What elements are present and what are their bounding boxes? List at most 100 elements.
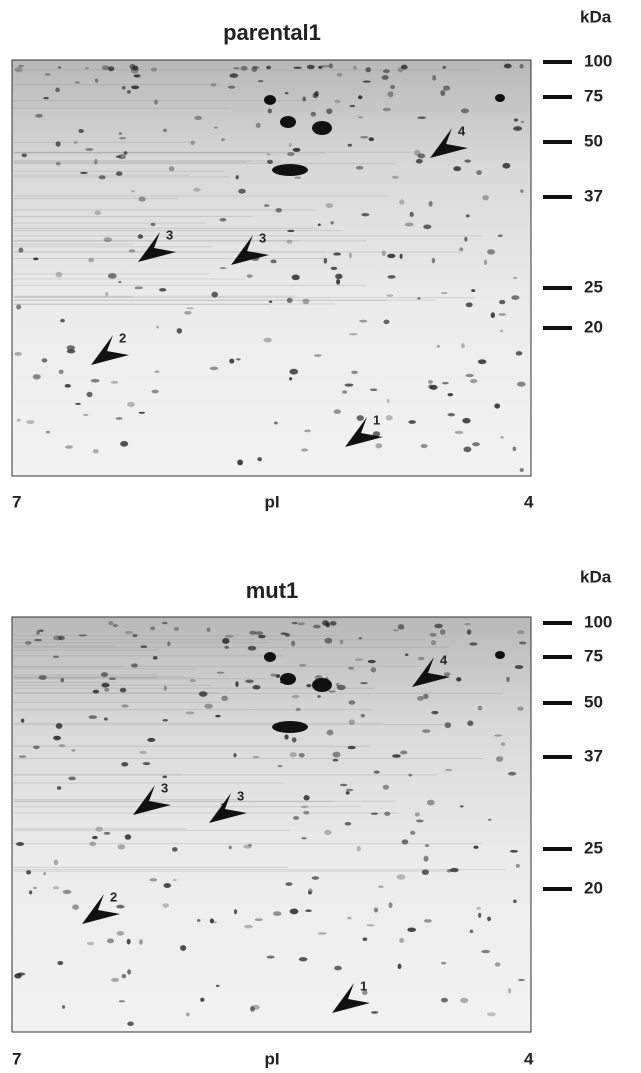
spot [101, 65, 110, 71]
spot [344, 383, 354, 387]
spot [293, 66, 302, 69]
spot [18, 247, 24, 253]
spot [410, 830, 416, 835]
spot [465, 373, 474, 378]
spot [142, 762, 151, 766]
spot [140, 645, 148, 649]
spot [335, 273, 343, 280]
spot [107, 273, 117, 279]
spot [41, 358, 48, 363]
spot [150, 626, 156, 631]
spot [306, 683, 312, 688]
spot [222, 637, 230, 644]
spot [35, 113, 44, 118]
spot [301, 837, 307, 840]
spot [336, 684, 346, 691]
spot [139, 750, 147, 754]
spot [119, 137, 127, 140]
arrow-label: 1 [360, 978, 367, 993]
spot [266, 65, 272, 70]
spot [71, 749, 76, 752]
spot [362, 990, 368, 996]
spot [45, 430, 51, 434]
spot [298, 752, 305, 758]
spot [308, 891, 312, 895]
spot [272, 721, 308, 733]
spot [55, 271, 63, 278]
marker-label: 75 [584, 646, 603, 665]
arrow-label: 4 [458, 123, 466, 138]
spot [118, 132, 122, 135]
panel-title: mut1 [246, 578, 299, 603]
spot [472, 442, 480, 447]
spot [409, 211, 414, 217]
spot [112, 624, 118, 628]
spot [323, 829, 332, 836]
spot [200, 997, 205, 1002]
spot [176, 328, 183, 334]
spot [460, 108, 470, 114]
spot [215, 714, 221, 718]
spot [293, 816, 300, 820]
spot [447, 392, 454, 397]
spot [515, 351, 523, 356]
spot [326, 108, 333, 115]
spot [115, 417, 123, 420]
spot [79, 171, 88, 174]
panel-title: parental1 [223, 20, 321, 45]
pi-right: 4 [524, 1049, 534, 1068]
spot [440, 997, 448, 1003]
spot [397, 67, 403, 73]
spot [323, 257, 328, 264]
spot [72, 904, 80, 910]
spot [86, 941, 95, 946]
spot [392, 754, 401, 758]
spot [216, 671, 225, 674]
spot [477, 359, 487, 365]
marker-label: 50 [584, 131, 603, 150]
spot [198, 691, 208, 697]
spot [233, 908, 238, 915]
spot [423, 693, 429, 700]
spot [101, 682, 110, 688]
spot [78, 128, 84, 133]
spot [424, 844, 430, 848]
spot [57, 66, 62, 69]
spot [498, 313, 507, 316]
spot [110, 380, 119, 384]
spot [213, 126, 218, 129]
spot [371, 1011, 379, 1014]
spot [400, 750, 408, 755]
spot [381, 75, 389, 80]
spot [58, 369, 64, 375]
spot [325, 622, 331, 628]
spot [257, 80, 264, 83]
spot [126, 938, 131, 945]
spot [401, 839, 409, 845]
spot [204, 703, 213, 709]
arrow-label: 3 [259, 230, 266, 245]
spot [163, 128, 167, 133]
spot [291, 640, 296, 647]
spot [277, 765, 283, 768]
spot [506, 676, 510, 682]
spot [131, 85, 140, 90]
spot [94, 158, 98, 165]
spot [186, 307, 195, 310]
spot [317, 932, 327, 935]
spot [120, 440, 129, 447]
spot [516, 381, 526, 387]
gel [11, 59, 532, 477]
spot [212, 920, 217, 924]
spot [127, 401, 135, 407]
spot [285, 882, 293, 886]
spot [370, 667, 377, 673]
spot [429, 632, 437, 637]
spot [353, 65, 357, 70]
spot [356, 845, 361, 852]
spot [339, 783, 348, 787]
spot [391, 175, 399, 179]
spot [481, 949, 491, 954]
spot [92, 449, 99, 454]
spot [289, 752, 297, 758]
